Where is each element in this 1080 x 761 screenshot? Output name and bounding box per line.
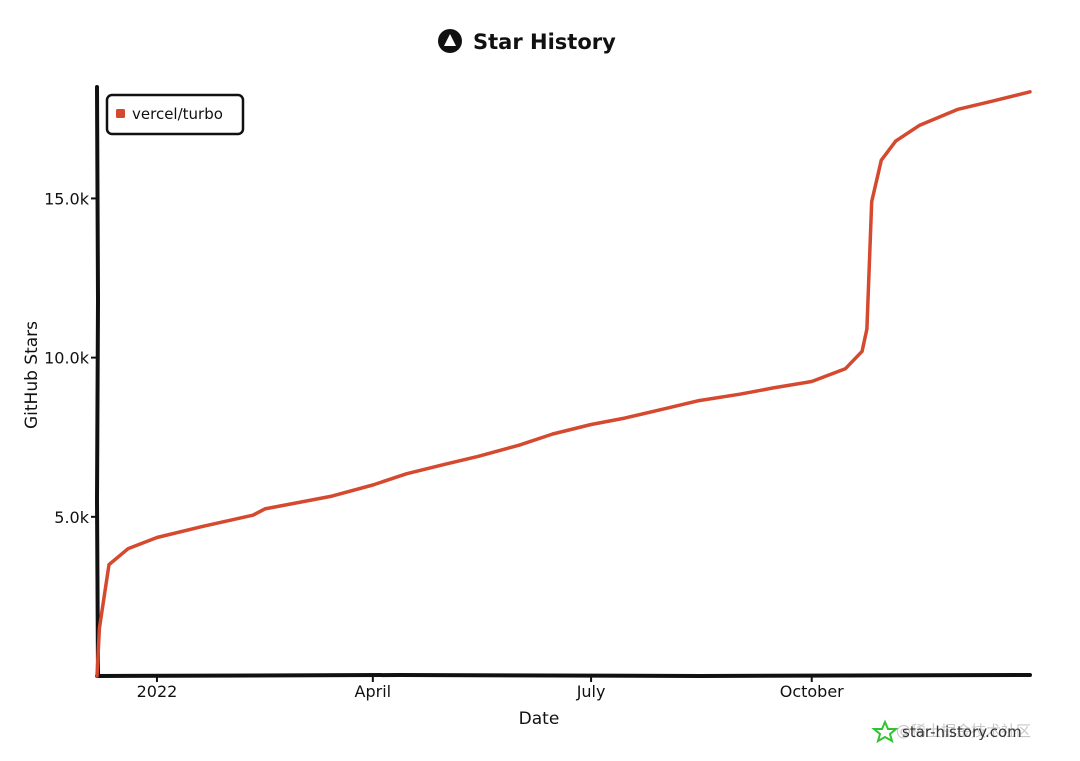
legend: vercel/turbo	[105, 93, 245, 136]
legend-swatch-vercel-turbo	[116, 109, 125, 118]
y-axis-title: GitHub Stars	[22, 321, 42, 429]
x-ticks: 2022 April July October	[137, 676, 844, 701]
chart-title: Star History	[473, 30, 616, 54]
watermark: @稀土掘金技术社区 star-history.com	[871, 719, 1031, 744]
chart-title-group: Star History	[438, 29, 616, 54]
watermark-text: star-history.com	[902, 723, 1022, 741]
x-axis-title: Date	[519, 709, 560, 729]
y-tick-label: 10.0k	[44, 349, 90, 368]
y-ticks: 5.0k 10.0k 15.0k	[44, 189, 97, 527]
logo-triangle-icon	[444, 34, 456, 46]
x-tick-label: 2022	[137, 682, 178, 701]
y-tick-label: 15.0k	[44, 189, 90, 208]
star-icon	[871, 719, 899, 744]
x-axis-line	[95, 672, 1032, 679]
series-line-vercel-turbo	[95, 90, 1032, 678]
x-tick-label: July	[576, 682, 606, 701]
y-tick-label: 5.0k	[54, 508, 89, 527]
legend-label-vercel-turbo: vercel/turbo	[132, 105, 223, 123]
x-tick-label: April	[355, 682, 392, 701]
x-tick-label: October	[780, 682, 844, 701]
watermark-cn-text: @稀土掘金技术社区	[896, 722, 1031, 740]
legend-box	[105, 93, 245, 136]
y-axis-line	[94, 85, 101, 678]
